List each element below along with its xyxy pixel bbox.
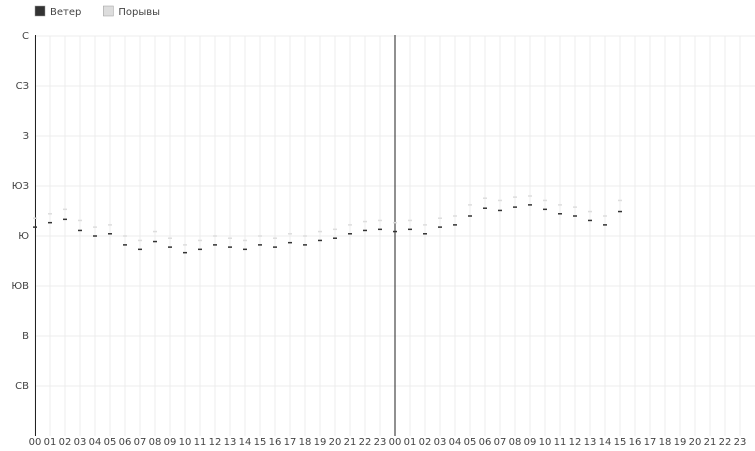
x-tick-label: 11	[554, 437, 567, 448]
x-tick-label: 08	[149, 437, 162, 448]
y-tick-label: СЗ	[16, 81, 29, 92]
y-tick-label: В	[22, 331, 29, 342]
x-tick-label: 14	[599, 437, 612, 448]
x-tick-label: 10	[179, 437, 192, 448]
x-tick-label: 07	[134, 437, 147, 448]
x-tick-label: 18	[299, 437, 312, 448]
x-tick-label: 03	[74, 437, 87, 448]
x-tick-label: 20	[689, 437, 702, 448]
x-tick-label: 17	[644, 437, 657, 448]
x-tick-label: 06	[119, 437, 132, 448]
legend-swatch	[103, 5, 114, 17]
x-tick-label: 20	[329, 437, 342, 448]
x-tick-label: 12	[569, 437, 582, 448]
x-tick-label: 09	[524, 437, 537, 448]
x-tick-label: 22	[719, 437, 732, 448]
x-tick-label: 02	[59, 437, 72, 448]
x-tick-label: 01	[44, 437, 57, 448]
x-tick-label: 05	[464, 437, 477, 448]
x-tick-label: 11	[194, 437, 207, 448]
y-tick-label: С	[22, 31, 29, 42]
y-tick-label: ЮЗ	[12, 181, 29, 192]
x-tick-label: 19	[674, 437, 687, 448]
x-tick-label: 21	[344, 437, 357, 448]
x-tick-label: 23	[734, 437, 747, 448]
x-tick-label: 01	[404, 437, 417, 448]
x-tick-label: 09	[164, 437, 177, 448]
x-tick-label: 00	[389, 437, 402, 448]
x-tick-label: 13	[224, 437, 237, 448]
y-tick-label: ЮВ	[11, 281, 29, 292]
x-tick-label: 12	[209, 437, 222, 448]
x-tick-label: 14	[239, 437, 252, 448]
legend-swatch	[34, 5, 46, 17]
x-tick-label: 02	[419, 437, 432, 448]
x-tick-label: 04	[449, 437, 462, 448]
legend-label: Порывы	[118, 7, 160, 18]
x-tick-label: 00	[29, 437, 42, 448]
x-tick-label: 22	[359, 437, 372, 448]
x-tick-label: 19	[314, 437, 327, 448]
x-tick-label: 16	[629, 437, 642, 448]
x-tick-label: 10	[539, 437, 552, 448]
x-tick-label: 07	[494, 437, 507, 448]
y-tick-label: Ю	[18, 231, 29, 242]
y-tick-label: З	[23, 131, 29, 142]
x-tick-label: 23	[374, 437, 387, 448]
x-tick-label: 18	[659, 437, 672, 448]
x-tick-label: 15	[614, 437, 627, 448]
x-tick-label: 15	[254, 437, 267, 448]
x-tick-label: 16	[269, 437, 282, 448]
x-tick-label: 06	[479, 437, 492, 448]
x-tick-label: 08	[509, 437, 522, 448]
legend-label: Ветер	[50, 7, 81, 18]
y-tick-label: СВ	[15, 381, 29, 392]
x-tick-label: 03	[434, 437, 447, 448]
x-tick-label: 17	[284, 437, 297, 448]
x-tick-label: 21	[704, 437, 717, 448]
x-tick-label: 13	[584, 437, 597, 448]
x-tick-label: 05	[104, 437, 117, 448]
x-tick-label: 04	[89, 437, 102, 448]
